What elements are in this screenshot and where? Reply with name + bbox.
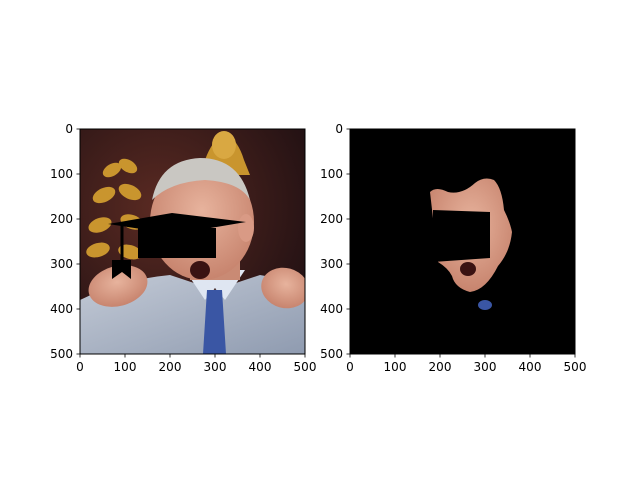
left-photo	[80, 129, 305, 354]
right-xtick-label: 400	[519, 360, 542, 374]
left-ytick-label: 200	[50, 212, 73, 226]
left-xtick-label: 500	[294, 360, 317, 374]
right-xtick-label: 200	[429, 360, 452, 374]
left-ytick-label: 500	[50, 347, 73, 361]
left-xtick-label: 100	[114, 360, 137, 374]
left-ytick-label: 100	[50, 167, 73, 181]
right-mask-image	[350, 129, 575, 354]
left-ytick-label: 400	[50, 302, 73, 316]
right-axes-frame	[349, 128, 576, 355]
left-xtick-label: 400	[249, 360, 272, 374]
right-xtick-label: 500	[564, 360, 587, 374]
left-ytick-label: 300	[50, 257, 73, 271]
right-ytick-label: 200	[320, 212, 343, 226]
right-ytick-label: 500	[320, 347, 343, 361]
right-ytick-label: 400	[320, 302, 343, 316]
right-ytick-label: 0	[335, 122, 343, 136]
right-xtick-label: 100	[384, 360, 407, 374]
left-xtick-label: 200	[159, 360, 182, 374]
left-axes-frame	[79, 128, 306, 355]
left-xtick-label: 0	[76, 360, 84, 374]
left-ytick-label: 0	[65, 122, 73, 136]
right-xtick-label: 0	[346, 360, 354, 374]
right-ytick-label: 100	[320, 167, 343, 181]
right-ytick-label: 300	[320, 257, 343, 271]
left-xtick-label: 300	[204, 360, 227, 374]
right-xtick-label: 300	[474, 360, 497, 374]
